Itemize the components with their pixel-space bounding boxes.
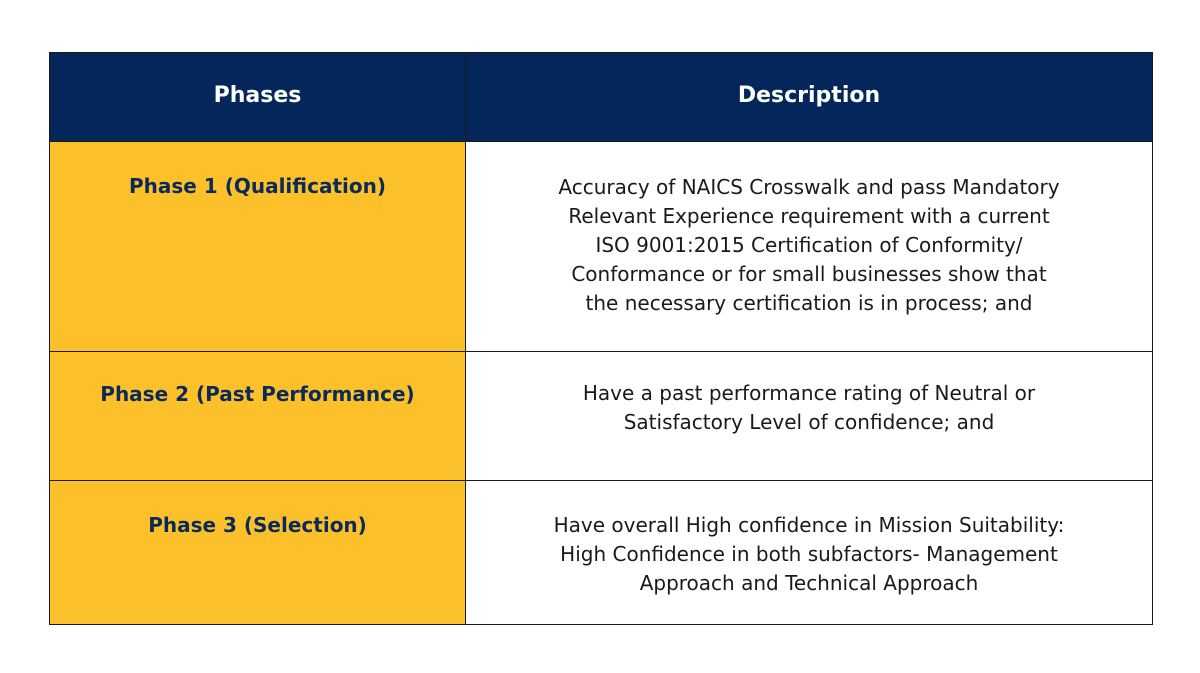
description-text: Have a past performance rating of Neutra… bbox=[582, 381, 1036, 434]
table-row: Phase 1 (Qualification) Accuracy of NAIC… bbox=[50, 141, 1152, 351]
phase-cell: Phase 1 (Qualification) bbox=[50, 142, 466, 351]
phases-table: Phases Description Phase 1 (Qualificatio… bbox=[49, 52, 1153, 625]
description-cell: Have overall High confidence in Mission … bbox=[466, 481, 1152, 624]
header-phases: Phases bbox=[50, 53, 466, 141]
header-description: Description bbox=[737, 82, 881, 108]
table-row: Phase 3 (Selection) Have overall High co… bbox=[50, 480, 1152, 624]
table-header-row: Phases Description bbox=[50, 53, 1152, 141]
description-cell: Have a past performance rating of Neutra… bbox=[466, 352, 1152, 480]
phase-cell: Phase 2 (Past Performance) bbox=[50, 352, 466, 480]
description-text: Accuracy of NAICS Crosswalk and pass Man… bbox=[558, 175, 1060, 315]
table-row: Phase 2 (Past Performance) Have a past p… bbox=[50, 351, 1152, 480]
description-cell: Accuracy of NAICS Crosswalk and pass Man… bbox=[466, 142, 1152, 351]
description-text: Have overall High confidence in Mission … bbox=[553, 513, 1065, 595]
phase-cell: Phase 3 (Selection) bbox=[50, 481, 466, 624]
